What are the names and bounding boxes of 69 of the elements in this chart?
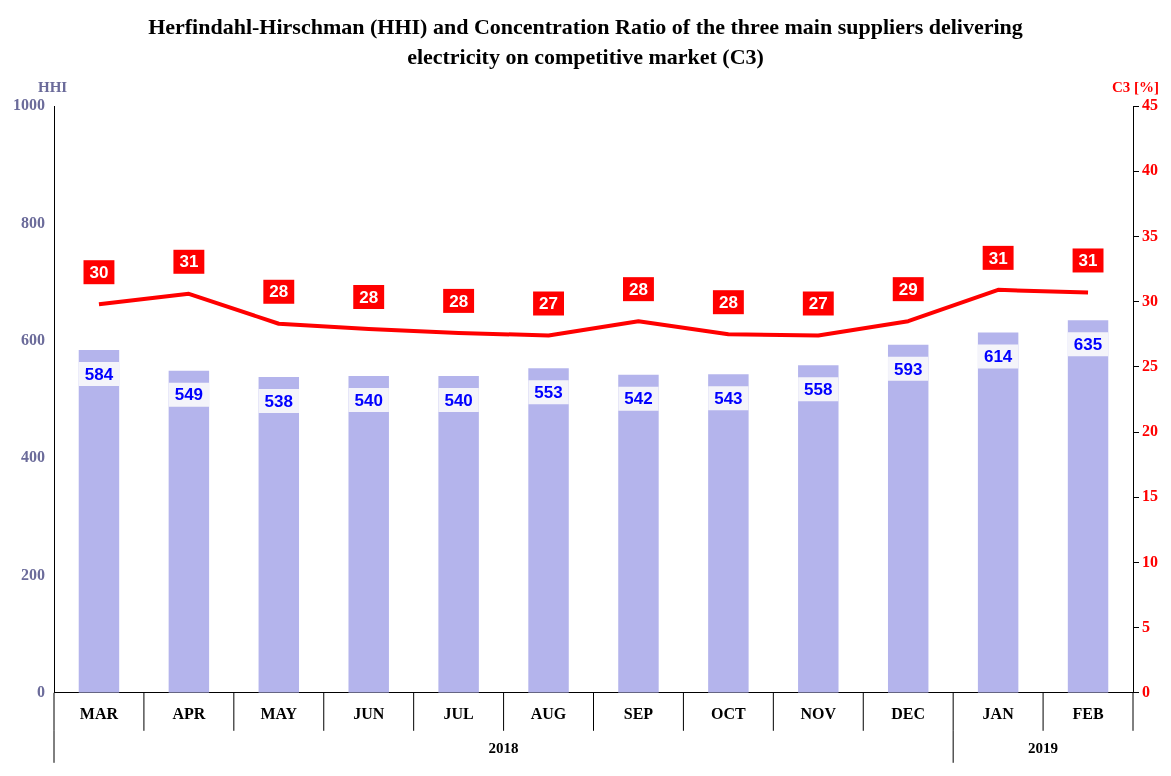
- y-tick-label: 200: [21, 565, 45, 583]
- bar: [168, 370, 210, 693]
- bar: [798, 365, 839, 693]
- data-label: 558: [804, 380, 833, 400]
- y2-tick-label: 30: [1142, 291, 1158, 309]
- data-label: 27: [808, 294, 828, 314]
- data-label: 540: [354, 390, 383, 410]
- x-tick-label: JUN: [353, 704, 385, 722]
- data-label: 635: [1073, 334, 1103, 354]
- x-tick-label: OCT: [711, 704, 747, 722]
- data-label: 30: [89, 262, 109, 282]
- data-label: 29: [898, 279, 918, 299]
- bar: [708, 374, 749, 693]
- y2-tick-label: 0: [1142, 682, 1150, 700]
- y2-tick-label: 25: [1142, 356, 1158, 374]
- text: 2019: [1028, 739, 1059, 756]
- bar: [348, 375, 389, 693]
- bar: [438, 375, 479, 693]
- x-tick-label: MAY: [260, 704, 298, 722]
- x-tick-label: JUL: [443, 704, 474, 722]
- y2-tick-label: 35: [1142, 226, 1158, 244]
- y2-tick-label: 45: [1142, 96, 1158, 114]
- x-tick-label: NOV: [800, 704, 837, 722]
- bar: [618, 374, 659, 693]
- y-tick-label: 0: [37, 682, 45, 700]
- data-label: 31: [988, 248, 1008, 268]
- bar: [78, 350, 120, 693]
- x-tick-label: DEC: [891, 704, 926, 722]
- y-axis-title: HHI: [38, 79, 68, 96]
- x-tick-label: JAN: [982, 704, 1015, 722]
- data-label: 31: [179, 252, 199, 272]
- data-label: 540: [444, 390, 473, 410]
- data-label: 28: [269, 282, 289, 302]
- bar: [1067, 320, 1109, 693]
- data-label: 28: [629, 279, 648, 299]
- data-label: 28: [449, 291, 469, 311]
- y-tick-label: 400: [21, 448, 45, 466]
- y2-tick-label: 10: [1142, 552, 1158, 570]
- bar: [258, 377, 300, 693]
- bar: [887, 344, 929, 693]
- data-label: 543: [714, 388, 743, 408]
- data-label: 549: [174, 385, 204, 405]
- x-tick-label: FEB: [1072, 704, 1104, 722]
- data-label: 27: [539, 294, 558, 314]
- chart-title: Herfindahl-Hirschman (HHI) and Concentration Ratio of the three main suppliers delivering electricity on competitive market (C3): [147, 13, 1024, 71]
- y-tick-label: 800: [21, 213, 45, 231]
- x-tick-label: SEP: [623, 704, 654, 722]
- data-label: 542: [624, 389, 653, 409]
- y2-tick-label: 20: [1142, 422, 1158, 440]
- y-tick-label: 1000: [13, 96, 45, 114]
- data-label: 31: [1078, 251, 1098, 271]
- y2-tick-label: 5: [1142, 617, 1150, 635]
- data-label: 593: [894, 359, 923, 379]
- data-label: 28: [718, 292, 738, 312]
- x-tick-label: AUG: [530, 704, 567, 722]
- x-tick-label: APR: [172, 704, 206, 722]
- data-label: 614: [983, 347, 1013, 367]
- data-label: 584: [84, 364, 114, 384]
- data-label: 553: [534, 382, 563, 402]
- y2-tick-label: 15: [1142, 487, 1158, 505]
- text: 2018: [488, 739, 519, 756]
- data-label: 28: [359, 287, 379, 307]
- y2-axis-title: C3 [%]: [1111, 79, 1159, 96]
- data-label: 538: [264, 391, 293, 411]
- x-tick-label: MAR: [79, 704, 119, 722]
- y2-tick-label: 40: [1142, 161, 1158, 179]
- y-tick-label: 600: [21, 330, 45, 348]
- bar: [528, 368, 569, 693]
- bar: [977, 332, 1019, 693]
